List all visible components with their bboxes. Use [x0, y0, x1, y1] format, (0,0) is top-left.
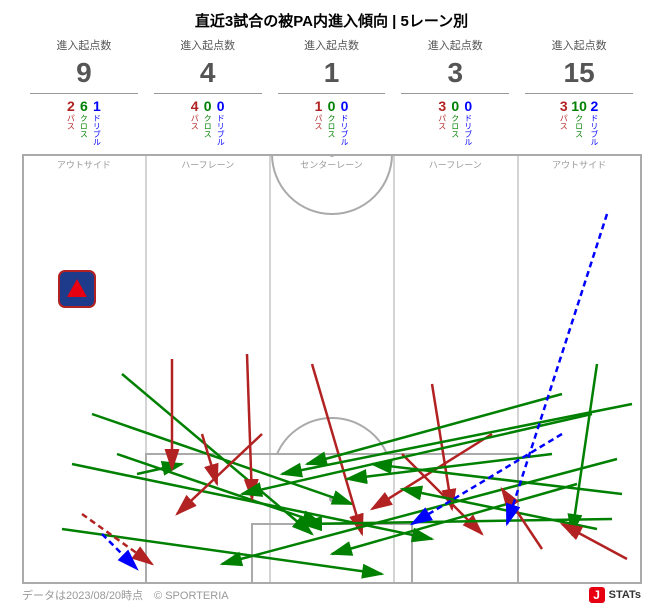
- cross-count: 0: [204, 98, 212, 114]
- dribble-count: 0: [464, 98, 472, 114]
- stat-label: 進入起点数: [393, 37, 517, 53]
- pass-count: 4: [191, 98, 199, 114]
- stat-label: 進入起点数: [22, 37, 146, 53]
- pass-label: パス: [437, 114, 448, 130]
- lane-stat-0: 進入起点数 9 2パス 6クロス 1ドリブル: [22, 37, 146, 146]
- stat-total: 4: [146, 57, 270, 89]
- stat-total: 15: [517, 57, 641, 89]
- cross-count: 6: [80, 98, 88, 114]
- pass-count: 3: [438, 98, 446, 114]
- cross-label: クロス: [574, 114, 585, 138]
- dribble-count: 0: [341, 98, 349, 114]
- dribble-label: ドリブル: [463, 114, 474, 146]
- sub-stats: 2パス 6クロス 1ドリブル: [22, 98, 146, 146]
- cross-label: クロス: [450, 114, 461, 138]
- divider: [525, 93, 633, 94]
- stat-total: 1: [270, 57, 394, 89]
- divider: [30, 93, 138, 94]
- footer-credit: データは2023/08/20時点 © SPORTERIA: [22, 587, 229, 603]
- dribble-label: ドリブル: [215, 114, 226, 146]
- stats-row: 進入起点数 9 2パス 6クロス 1ドリブル 進入起点数 4 4パス 0クロス …: [0, 37, 663, 146]
- pitch-svg: [22, 154, 642, 584]
- lane-stat-3: 進入起点数 3 3パス 0クロス 0ドリブル: [393, 37, 517, 146]
- stat-total: 9: [22, 57, 146, 89]
- stat-total: 3: [393, 57, 517, 89]
- footer: データは2023/08/20時点 © SPORTERIA J STATs: [0, 587, 663, 603]
- pass-label: パス: [189, 114, 200, 130]
- lane-labels: アウトサイドハーフレーンセンターレーンハーフレーンアウトサイド: [22, 158, 641, 171]
- divider: [278, 93, 386, 94]
- sub-stats: 3パス 10クロス 2ドリブル: [517, 98, 641, 146]
- sub-stats: 1パス 0クロス 0ドリブル: [270, 98, 394, 146]
- sub-stats: 4パス 0クロス 0ドリブル: [146, 98, 270, 146]
- dribble-label: ドリブル: [339, 114, 350, 146]
- lane-name: ハーフレーン: [146, 158, 270, 171]
- pass-label: パス: [558, 114, 569, 130]
- lane-name: ハーフレーン: [393, 158, 517, 171]
- pitch-wrap: アウトサイドハーフレーンセンターレーンハーフレーンアウトサイド: [22, 154, 641, 589]
- footer-logo: J STATs: [589, 587, 641, 603]
- cross-label: クロス: [326, 114, 337, 138]
- divider: [401, 93, 509, 94]
- chart-title: 直近3試合の被PA内進入傾向 | 5レーン別: [0, 0, 663, 37]
- lane-name: アウトサイド: [517, 158, 641, 171]
- dribble-count: 1: [93, 98, 101, 114]
- lane-stat-2: 進入起点数 1 1パス 0クロス 0ドリブル: [270, 37, 394, 146]
- dribble-count: 2: [590, 98, 598, 114]
- dribble-count: 0: [217, 98, 225, 114]
- cross-label: クロス: [78, 114, 89, 138]
- divider: [154, 93, 262, 94]
- pass-count: 1: [315, 98, 323, 114]
- dribble-label: ドリブル: [91, 114, 102, 146]
- sub-stats: 3パス 0クロス 0ドリブル: [393, 98, 517, 146]
- pass-label: パス: [313, 114, 324, 130]
- stats-text: STATs: [609, 589, 641, 601]
- stat-label: 進入起点数: [517, 37, 641, 53]
- cross-count: 0: [328, 98, 336, 114]
- cross-count: 10: [571, 98, 587, 114]
- lane-stat-4: 進入起点数 15 3パス 10クロス 2ドリブル: [517, 37, 641, 146]
- cross-label: クロス: [202, 114, 213, 138]
- cross-count: 0: [451, 98, 459, 114]
- lane-name: アウトサイド: [22, 158, 146, 171]
- j-icon: J: [589, 587, 605, 603]
- pass-label: パス: [65, 114, 76, 130]
- stat-label: 進入起点数: [146, 37, 270, 53]
- pass-count: 2: [67, 98, 75, 114]
- lane-name: センターレーン: [270, 158, 394, 171]
- dribble-label: ドリブル: [589, 114, 600, 146]
- pass-count: 3: [560, 98, 568, 114]
- lane-stat-1: 進入起点数 4 4パス 0クロス 0ドリブル: [146, 37, 270, 146]
- chart-container: 直近3試合の被PA内進入傾向 | 5レーン別 進入起点数 9 2パス 6クロス …: [0, 0, 663, 611]
- stat-label: 進入起点数: [270, 37, 394, 53]
